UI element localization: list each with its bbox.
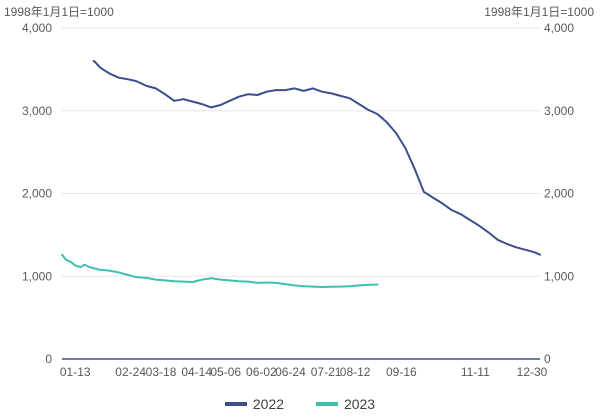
x-tick-label: 12-30: [517, 365, 548, 379]
y-tick-label-left: 0: [45, 352, 52, 366]
legend-label-2022: 2022: [252, 396, 285, 412]
y-tick-label-left: 1,000: [22, 269, 52, 283]
y-tick-label-right: 3,000: [544, 104, 574, 118]
y-tick-label-left: 3,000: [22, 104, 52, 118]
series-line-2023: [61, 253, 379, 288]
y-tick-label-right: 1,000: [544, 269, 574, 283]
x-tick-label: 11-11: [461, 365, 490, 379]
x-tick-label: 07-21: [311, 365, 342, 379]
left-axis-unit-label: 1998年1月1日=1000: [4, 5, 114, 19]
x-tick-label: 03-18: [146, 365, 177, 379]
x-tick-label: 08-12: [340, 365, 371, 379]
y-tick-label-left: 4,000: [22, 21, 52, 35]
legend-swatch-2023: [315, 402, 338, 406]
x-tick-label: 02-24: [115, 365, 146, 379]
y-tick-label-right: 0: [544, 352, 551, 366]
legend-swatch-2022: [224, 402, 247, 406]
y-tick-label-right: 4,000: [544, 21, 574, 35]
x-tick-label: 06-02: [246, 365, 277, 379]
right-axis-unit-label: 1998年1月1日=1000: [484, 5, 594, 19]
legend: 2022 2023: [0, 393, 600, 412]
x-tick-label: 04-14: [181, 365, 212, 379]
x-tick-label: 05-06: [210, 365, 241, 379]
y-tick-label-left: 2,000: [22, 187, 52, 201]
x-tick-label: 01-13: [60, 365, 91, 379]
legend-item-2022[interactable]: 2022: [224, 396, 285, 412]
legend-item-2023[interactable]: 2023: [315, 396, 376, 412]
legend-label-2023: 2023: [343, 396, 376, 412]
x-tick-label: 09-16: [386, 365, 417, 379]
y-tick-label-right: 2,000: [544, 187, 574, 201]
x-tick-label: 06-24: [275, 365, 306, 379]
series-line-2022: [92, 60, 541, 256]
